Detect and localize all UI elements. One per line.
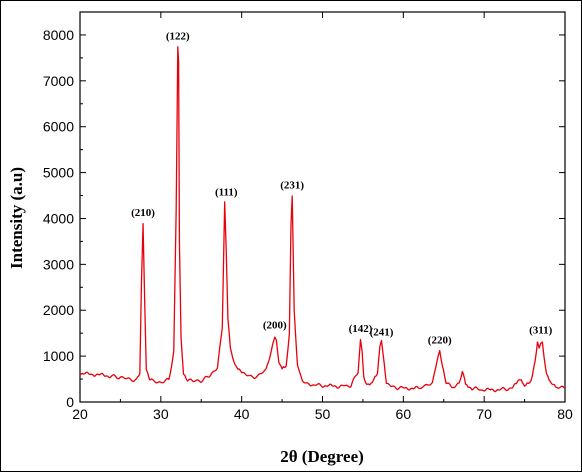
x-tick-label: 80 <box>557 406 573 422</box>
x-tick-label: 50 <box>315 406 331 422</box>
x-tick-label: 70 <box>476 406 492 422</box>
x-axis-title: 2θ (Degree) <box>280 447 364 466</box>
y-tick-label: 3000 <box>43 256 74 272</box>
y-tick-label: 8000 <box>43 27 74 43</box>
peak-label: (210) <box>131 207 155 219</box>
y-tick-label: 4000 <box>43 210 74 226</box>
peak-label: (200) <box>263 319 287 331</box>
x-tick-label: 20 <box>72 406 88 422</box>
peak-label: (142) <box>349 323 373 335</box>
peak-label: (220) <box>428 335 452 347</box>
xrd-series-line <box>79 46 566 393</box>
peak-label: (122) <box>166 30 190 42</box>
y-tick-label: 5000 <box>43 165 74 181</box>
y-tick-label: 7000 <box>43 73 74 89</box>
x-tick-label: 60 <box>396 406 412 422</box>
x-tick-label: 30 <box>153 406 169 422</box>
peak-label: (231) <box>280 180 304 192</box>
y-axis-title: Intensity (a.u) <box>7 167 26 269</box>
peak-label: (311) <box>529 325 553 337</box>
x-tick-label: 40 <box>234 406 250 422</box>
peak-label: (241) <box>370 326 394 338</box>
peak-label: (111) <box>215 186 238 198</box>
y-tick-label: 6000 <box>43 119 74 135</box>
y-tick-label: 2000 <box>43 302 74 318</box>
y-tick-label: 0 <box>66 394 74 410</box>
y-tick-label: 1000 <box>43 348 74 364</box>
